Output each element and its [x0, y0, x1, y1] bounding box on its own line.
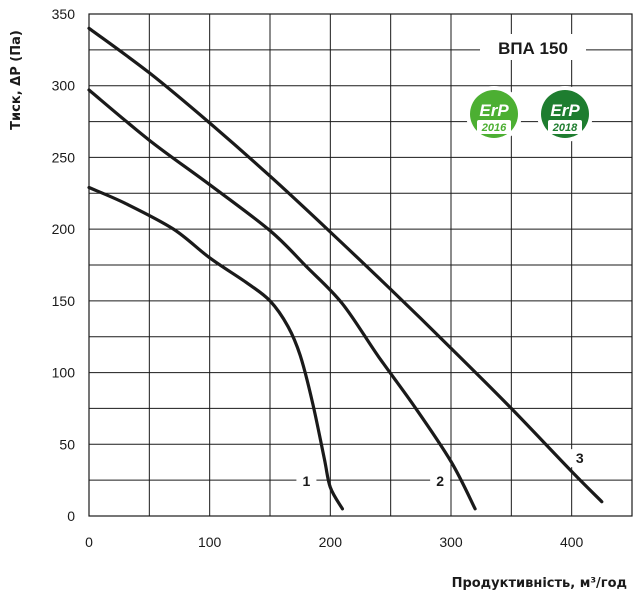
- plot-frame: [88, 13, 633, 517]
- curve-1: [87, 185, 344, 511]
- curve-2: [87, 88, 477, 511]
- x-axis-ticks: 0 100 200 300 400: [85, 534, 583, 550]
- erp-2016-year: 2016: [481, 122, 507, 134]
- x-tick-label: 0: [85, 534, 93, 550]
- curves: 1 2 3: [87, 26, 604, 511]
- x-tick-label: 100: [198, 534, 222, 550]
- x-axis-title: Продуктивність, м³/год: [452, 576, 627, 591]
- model-title: ВПА 150: [498, 39, 568, 58]
- x-tick-label: 300: [439, 534, 463, 550]
- y-tick-label: 0: [67, 508, 75, 524]
- grid: [88, 13, 633, 517]
- erp-2018-year: 2018: [552, 122, 578, 134]
- curve-label-3: 3: [576, 450, 584, 466]
- curve-label-bg: [569, 449, 590, 468]
- curve-3: [87, 26, 604, 504]
- y-tick-label: 150: [52, 293, 76, 309]
- y-tick-label: 200: [52, 221, 76, 237]
- erp-2016-badge-icon: ErP 2016: [466, 86, 522, 142]
- y-tick-label: 350: [52, 6, 76, 22]
- y-axis-title: Тиск, ΔP (Па): [9, 30, 24, 130]
- y-tick-label: 250: [52, 149, 76, 165]
- curve-label-2: 2: [436, 473, 444, 489]
- y-tick-label: 100: [52, 365, 76, 381]
- curve-label-bg: [430, 472, 451, 491]
- erp-2018-label: ErP: [550, 101, 580, 120]
- y-axis-ticks: 0 50 100 150 200 250 300 350: [52, 6, 76, 524]
- model-title-bg: [480, 34, 586, 60]
- curve-label-bg: [296, 472, 317, 491]
- erp-2016-label: ErP: [479, 101, 509, 120]
- erp-2018-badge-icon: ErP 2018: [537, 86, 593, 142]
- x-tick-label: 400: [560, 534, 584, 550]
- x-tick-label: 200: [319, 534, 343, 550]
- y-tick-label: 50: [59, 436, 75, 452]
- curve-label-1: 1: [303, 473, 311, 489]
- y-tick-label: 300: [52, 78, 76, 94]
